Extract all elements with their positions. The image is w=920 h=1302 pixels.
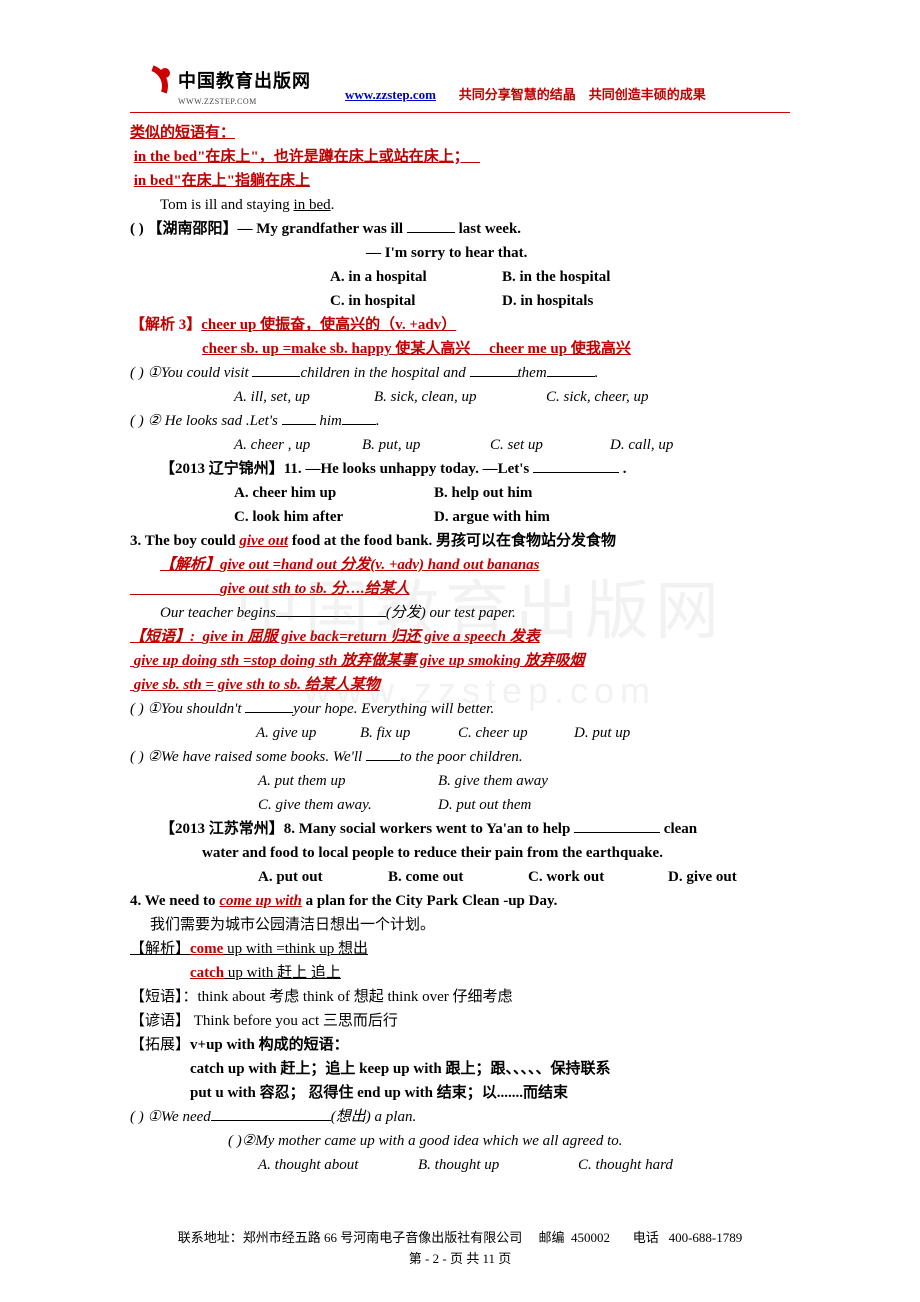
logo: 中国教育出版网 WWW.ZZSTEP.COM <box>130 66 311 110</box>
q-jinzhou-stem: 【2013 辽宁锦州】11. —He looks unhappy today. … <box>130 457 790 481</box>
s4-extend-head: 【拓展】v+up with 构成的短语： <box>130 1033 790 1057</box>
q-changzhou-stem1: 【2013 江苏常州】8. Many social workers went t… <box>130 817 790 841</box>
q-jinzhou-opts-row2: C. look him afterD. argue with him <box>130 505 790 529</box>
in-the-bed-en: in the bed <box>134 149 197 165</box>
logo-en-text: WWW.ZZSTEP.COM <box>178 96 311 109</box>
q-changzhou-stem2: water and food to local people to reduce… <box>130 841 790 865</box>
s4-extend-b: put u with 容忍； 忍得住 end up with 结束；以.....… <box>130 1081 790 1105</box>
footer-contact: 联系地址：郑州市经五路 66 号河南电子音像出版社有限公司 邮编 450002 … <box>0 1228 920 1249</box>
q-changzhou-opts: A. put outB. come outC. work outD. give … <box>130 865 790 889</box>
header-tagline-b: 共同创造丰硕的成果 <box>589 87 706 102</box>
in-bed-en: in bed <box>134 173 174 189</box>
similar-phrases-heading: 类似的短语有： <box>130 125 235 141</box>
s4-analysis-2: catch up with 赶上 追上 <box>130 961 790 985</box>
analysis3-title: 【解析 3】cheer up 使振奋，使高兴的（v. +adv） <box>130 313 790 337</box>
q6-stem: ( )②My mother came up with a good idea w… <box>130 1129 790 1153</box>
logo-swoosh-icon <box>130 66 178 110</box>
content-body: 类似的短语有： in the bed"在床上"，也许是蹲在床上或站在床上； in… <box>130 121 790 1177</box>
page-footer: 联系地址：郑州市经五路 66 号河南电子音像出版社有限公司 邮编 450002 … <box>0 1228 920 1270</box>
s3-analysis-1: 【解析】give out =hand out 分发(v. +adv) hand … <box>130 553 790 577</box>
q3-opts: A. give upB. fix upC. cheer upD. put up <box>130 721 790 745</box>
s3-example: Our teacher begins(分发) our test paper. <box>130 601 790 625</box>
header-url-link[interactable]: www.zzstep.com <box>345 87 436 102</box>
in-the-bed-cn: "在床上"，也许是蹲在床上或站在床上； <box>197 149 469 165</box>
s3-phrase-c: give sb. sth = give sth to sb. 给某人某物 <box>130 673 790 697</box>
page-header: 中国教育出版网 WWW.ZZSTEP.COM www.zzstep.com 共同… <box>130 65 790 113</box>
q5-stem: ( ) ①We need(想出) a plan. <box>130 1105 790 1129</box>
s4-cn: 我们需要为城市公园清洁日想出一个计划。 <box>130 913 790 937</box>
q4-stem: ( ) ②We have raised some books. We'll to… <box>130 745 790 769</box>
analysis3-line2: cheer sb. up =make sb. happy 使某人高兴 cheer… <box>130 337 790 361</box>
q-hunan-opts-row1: A. in a hospitalB. in the hospital <box>130 265 790 289</box>
q3-stem: ( ) ①You shouldn't your hope. Everything… <box>130 697 790 721</box>
tom-example: Tom is ill and staying in bed. <box>130 193 790 217</box>
footer-pager: 第 - 2 - 页 共 11 页 <box>0 1249 920 1270</box>
s4-head: 4. We need to come up with a plan for th… <box>130 889 790 913</box>
s4-phrases: 【短语】：think about 考虑 think of 想起 think ov… <box>130 985 790 1009</box>
q4-opts-row1: A. put them upB. give them away <box>130 769 790 793</box>
q-jinzhou-opts-row1: A. cheer him upB. help out him <box>130 481 790 505</box>
s3-head: 3. The boy could give out food at the fo… <box>130 529 790 553</box>
q1-stem: ( ) ①You could visit children in the hos… <box>130 361 790 385</box>
s4-analysis-1: 【解析】come up with =think up 想出 <box>130 937 790 961</box>
q-hunan-reply: — I'm sorry to hear that. <box>130 241 790 265</box>
s4-extend-a: catch up with 赶上；追上 keep up with 跟上；跟、、、… <box>130 1057 790 1081</box>
s4-proverb: 【谚语】 Think before you act 三思而后行 <box>130 1009 790 1033</box>
s3-analysis-2: give out sth to sb. 分….给某人 <box>130 577 790 601</box>
q-hunan-opts-row2: C. in hospitalD. in hospitals <box>130 289 790 313</box>
q1-opts: A. ill, set, upB. sick, clean, upC. sick… <box>130 385 790 409</box>
q2-opts: A. cheer , upB. put, upC. set upD. call,… <box>130 433 790 457</box>
q6-opts: A. thought aboutB. thought upC. thought … <box>130 1153 790 1177</box>
s3-phrase-b: give up doing sth =stop doing sth 放弃做某事 … <box>130 649 790 673</box>
header-links: www.zzstep.com 共同分享智慧的结晶 共同创造丰硕的成果 <box>311 85 706 110</box>
q4-opts-row2: C. give them away.D. put out them <box>130 793 790 817</box>
q-hunan-stem: ( ) 【湖南邵阳】— My grandfather was ill last … <box>130 217 790 241</box>
page: 中国教育出版网 WWW.ZZSTEP.COM www.zzstep.com 共同… <box>0 0 920 1302</box>
in-bed-cn: "在床上"指躺在床上 <box>173 173 310 189</box>
s3-phrase-label: 【短语】: give in 屈服 give back=return 归还 giv… <box>130 625 790 649</box>
q2-stem: ( ) ② He looks sad .Let's him. <box>130 409 790 433</box>
logo-cn-text: 中国教育出版网 <box>178 67 311 96</box>
header-tagline-a: 共同分享智慧的结晶 <box>459 87 576 102</box>
